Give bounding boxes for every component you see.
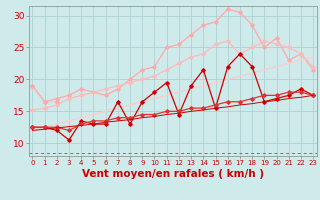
- X-axis label: Vent moyen/en rafales ( km/h ): Vent moyen/en rafales ( km/h ): [82, 169, 264, 179]
